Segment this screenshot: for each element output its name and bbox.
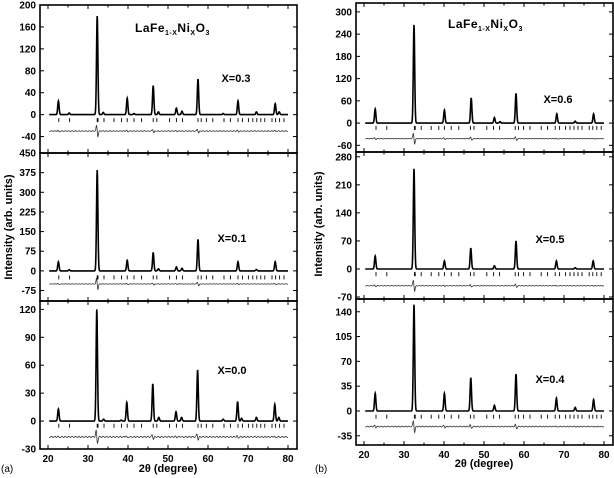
- observed-pattern-line: [49, 15, 288, 116]
- difference-curve-line: [49, 429, 289, 444]
- x-axis-title-b: 2θ (degree): [455, 458, 514, 470]
- y-tick-label: 120: [335, 74, 352, 85]
- y-tick-label: 280: [335, 152, 352, 163]
- y-tick-label: 200: [19, 1, 36, 12]
- panel-tag-a: (a): [1, 464, 13, 475]
- x-tick-label: 30: [398, 450, 410, 461]
- y-tick-label: -70: [338, 292, 353, 303]
- y-tick-label: 120: [19, 44, 36, 55]
- y-tick-label: 80: [25, 66, 37, 77]
- composition-label: X=0.4: [535, 374, 565, 386]
- y-tick-label: 0: [346, 119, 352, 130]
- x-tick-label: 20: [358, 450, 370, 461]
- x-tick-label: 40: [122, 454, 134, 465]
- observed-pattern-line: [49, 309, 288, 422]
- composition-label: X=0.6: [543, 94, 572, 106]
- y-tick-label: 0: [346, 264, 352, 275]
- composition-label: X=0.0: [217, 365, 246, 377]
- observed-pattern-line: [365, 24, 604, 124]
- y-tick-label: -35: [338, 431, 353, 442]
- difference-curve-line: [49, 277, 289, 290]
- y-tick-label: 300: [19, 188, 36, 199]
- y-axis-title-a: Intensity (arb. units): [3, 174, 15, 279]
- x-tick-label: 80: [282, 454, 294, 465]
- y-tick-label: 0: [30, 110, 36, 121]
- composition-label: X=0.1: [217, 233, 246, 245]
- composition-label: X=0.5: [535, 234, 564, 246]
- y-tick-label: 210: [335, 180, 352, 191]
- y-tick-label: 160: [19, 22, 36, 33]
- difference-curve-line: [365, 280, 604, 293]
- difference-curve-line: [365, 133, 605, 145]
- plot-frame: [355, 151, 614, 300]
- y-tick-label: 75: [25, 247, 37, 258]
- panel-tag-b: (b): [315, 464, 327, 475]
- y-tick-label: 300: [335, 7, 352, 18]
- x-tick-label: 50: [478, 450, 490, 461]
- composition-label: X=0.3: [221, 73, 250, 85]
- y-tick-label: 35: [341, 382, 353, 393]
- y-tick-label: 140: [335, 208, 352, 219]
- plot-frame: [355, 298, 614, 446]
- y-tick-label: 0: [30, 417, 36, 428]
- y-tick-label: 240: [335, 30, 352, 41]
- y-tick-label: 105: [335, 332, 352, 343]
- chart-title-b: LaFe1-XNiXO3: [448, 17, 523, 33]
- x-tick-label: 50: [162, 454, 174, 465]
- y-tick-label: 140: [335, 307, 352, 318]
- y-tick-label: 225: [19, 207, 36, 218]
- y-tick-label: 90: [25, 333, 37, 344]
- y-tick-label: -60: [338, 141, 353, 152]
- x-tick-label: 70: [558, 450, 570, 461]
- x-tick-label: 60: [202, 454, 214, 465]
- y-axis-title-b: Intensity (arb. units): [313, 171, 325, 276]
- observed-pattern-line: [365, 168, 604, 270]
- x-tick-label: 70: [242, 454, 254, 465]
- plot-frame: [39, 300, 298, 450]
- y-tick-label: 0: [30, 266, 36, 277]
- y-tick-label: 120: [19, 305, 36, 316]
- y-tick-label: 30: [25, 389, 37, 400]
- observed-pattern-line: [365, 304, 604, 412]
- y-tick-label: -75: [22, 286, 37, 297]
- y-tick-label: 150: [19, 227, 36, 238]
- x-tick-label: 30: [82, 454, 94, 465]
- y-tick-label: 60: [341, 96, 353, 107]
- x-tick-label: 80: [598, 450, 610, 461]
- y-tick-label: 40: [25, 88, 37, 99]
- y-tick-label: 70: [341, 236, 353, 247]
- y-tick-label: 60: [25, 361, 37, 372]
- y-tick-label: -40: [22, 132, 37, 143]
- observed-pattern-line: [49, 169, 288, 272]
- y-tick-label: 375: [19, 168, 36, 179]
- x-tick-label: 20: [42, 454, 54, 465]
- y-tick-label: 0: [346, 406, 352, 417]
- x-tick-label: 40: [438, 450, 450, 461]
- x-axis-title-a: 2θ (degree): [139, 463, 198, 475]
- y-tick-label: 180: [335, 52, 352, 63]
- y-tick-label: -30: [22, 445, 37, 456]
- difference-curve-line: [49, 125, 289, 138]
- chart-title-a: LaFe1-XNiXO3: [135, 21, 210, 37]
- y-tick-label: 70: [341, 357, 353, 368]
- plot-frame: [39, 152, 298, 302]
- x-tick-label: 60: [518, 450, 530, 461]
- difference-curve-line: [365, 420, 605, 434]
- y-tick-label: 450: [19, 149, 36, 160]
